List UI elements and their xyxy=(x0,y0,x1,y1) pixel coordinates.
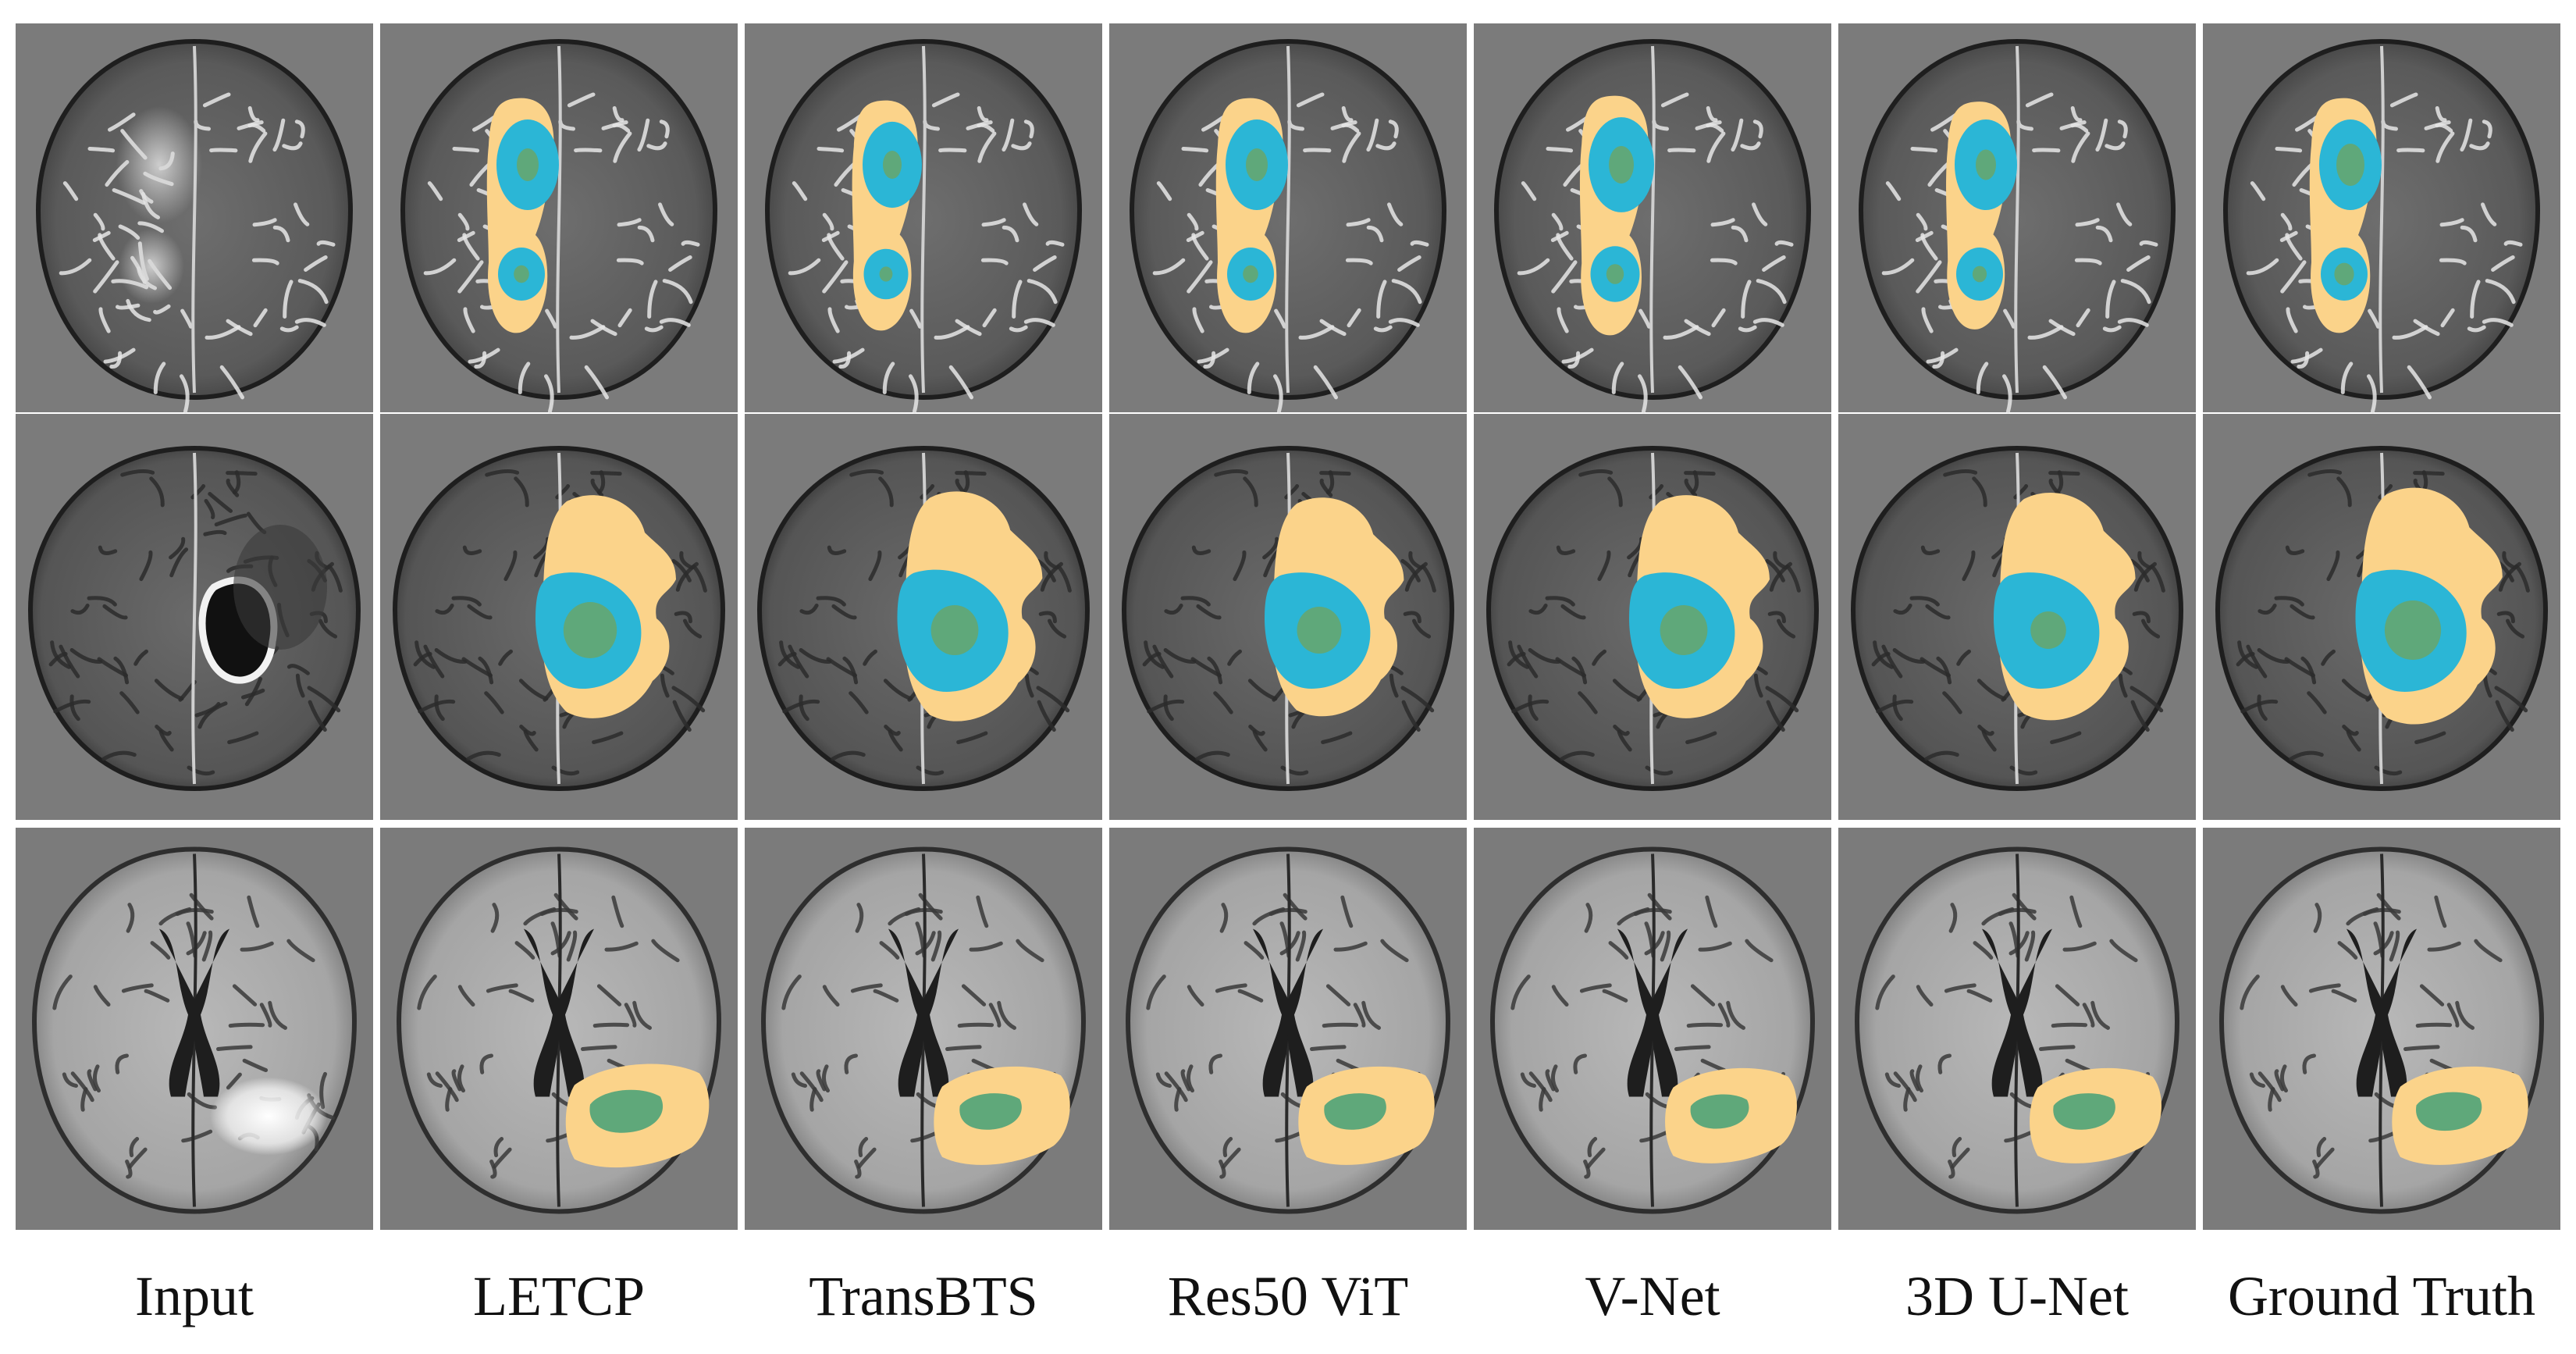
enhancing-region xyxy=(514,265,529,283)
column-label-res50-vit: Res50 ViT xyxy=(1167,1265,1409,1327)
brain-scan xyxy=(764,38,1083,414)
enhancing-region xyxy=(1297,607,1342,654)
brain-scan xyxy=(2222,38,2541,414)
brain-scan xyxy=(1121,445,1455,792)
brain-scan xyxy=(35,38,354,414)
enhancing-region xyxy=(959,1093,1022,1130)
panel-row2-ground-truth xyxy=(2203,414,2560,820)
panel-row1-res50-vit xyxy=(1109,23,1467,414)
brain-scan xyxy=(27,445,361,792)
enhancing-region xyxy=(1243,265,1258,283)
brain-scan xyxy=(400,38,718,414)
column-label-3d-u-net: 3D U-Net xyxy=(1905,1265,2129,1327)
column-label-transbts: TransBTS xyxy=(809,1265,1038,1327)
panel-row2-letcp xyxy=(380,414,738,820)
panel-row1-ground-truth xyxy=(2203,23,2560,414)
enhancing-region xyxy=(2030,611,2066,649)
enhancing-region xyxy=(563,602,617,658)
enhancing-region xyxy=(2336,144,2364,186)
column-label-letcp: LETCP xyxy=(472,1265,645,1327)
brain-scan xyxy=(1493,38,1812,414)
brain-scan xyxy=(760,846,1087,1214)
enhancing-region xyxy=(1246,148,1268,181)
brain-scan xyxy=(396,846,722,1214)
enhancing-region xyxy=(1972,265,1987,283)
panel-row3-ground-truth xyxy=(2203,828,2560,1230)
enhancing-region xyxy=(883,151,902,179)
enhancing-region xyxy=(1609,146,1634,184)
enhancing-region xyxy=(2384,600,2442,660)
panel-row1-v-net xyxy=(1474,23,1831,414)
enhancing-region xyxy=(2053,1093,2115,1130)
enhancing-region xyxy=(1690,1094,1749,1129)
panel-row1-input xyxy=(16,23,373,414)
enhancing-region xyxy=(879,266,893,282)
panel-row2-v-net xyxy=(1474,414,1831,820)
brain-scan xyxy=(392,445,726,792)
panel-row2-res50-vit xyxy=(1109,414,1467,820)
panel-row2-3d-u-net xyxy=(1838,414,2196,820)
enhancing-region xyxy=(1976,149,1996,180)
panel-row2-input xyxy=(16,414,373,820)
panel-row1-transbts xyxy=(745,23,1102,414)
panel-row3-letcp xyxy=(380,828,738,1230)
enhancing-region xyxy=(2416,1092,2482,1131)
panel-row3-3d-u-net xyxy=(1838,828,2196,1230)
brain-scan xyxy=(756,445,1091,792)
brain-scan xyxy=(31,846,358,1214)
brain-scan xyxy=(1125,846,1451,1214)
brain-scan xyxy=(1485,445,1820,792)
enhancing-region xyxy=(1660,605,1708,655)
brain-scan xyxy=(2215,445,2549,792)
brain-scan xyxy=(1129,38,1447,414)
enhancing-region xyxy=(1606,264,1624,284)
panel-row2-transbts xyxy=(745,414,1102,820)
column-label-v-net: V-Net xyxy=(1585,1265,1720,1327)
panel-row1-letcp xyxy=(380,23,738,414)
brain-scan xyxy=(2218,846,2545,1214)
enhancing-region xyxy=(517,148,539,181)
column-label-input: Input xyxy=(135,1265,254,1327)
brain-scan xyxy=(1850,445,2184,792)
column-label-ground-truth: Ground Truth xyxy=(2227,1265,2536,1327)
panel-row3-v-net xyxy=(1474,828,1831,1230)
panel-row3-transbts xyxy=(745,828,1102,1230)
enhancing-region xyxy=(2334,262,2354,286)
brain-scan xyxy=(1858,38,2176,414)
enhancing-region xyxy=(589,1089,664,1133)
panel-row1-3d-u-net xyxy=(1838,23,2196,414)
panel-row3-res50-vit xyxy=(1109,828,1467,1230)
enhancing-region xyxy=(1324,1093,1386,1130)
panel-row3-input xyxy=(16,828,373,1230)
enhancing-region xyxy=(930,605,979,655)
brain-scan xyxy=(1854,846,2180,1214)
brain-scan xyxy=(1489,846,1816,1214)
